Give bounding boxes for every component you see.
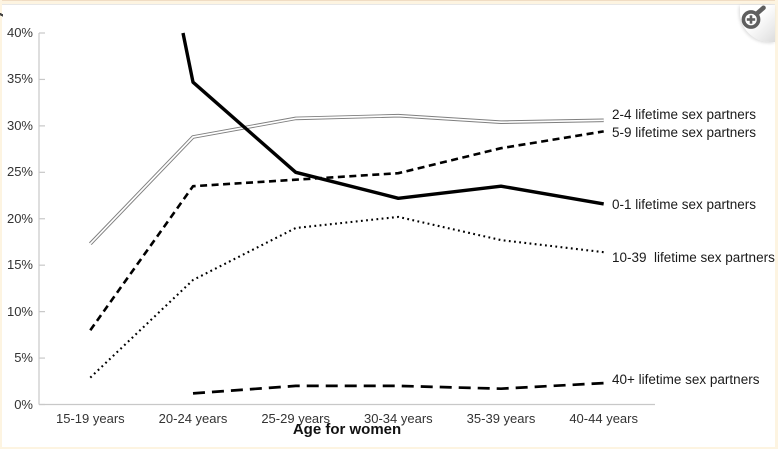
x-tick-label: 20-24 years — [158, 411, 228, 426]
series-label: 10-39 lifetime sex partners — [612, 250, 775, 266]
page-frame-bottom — [0, 447, 778, 449]
series-label: 2-4 lifetime sex partners — [612, 107, 757, 123]
y-tick-label: 30% — [6, 117, 33, 133]
y-tick-label: 10% — [6, 303, 33, 319]
series-line — [181, 32, 604, 206]
x-tick-label: 40-44 years — [569, 411, 638, 426]
y-tick-label: 35% — [6, 71, 33, 87]
series-line-inner — [89, 114, 604, 245]
cropped-glyph-fragment — [0, 11, 3, 20]
y-tick-label: 5% — [14, 350, 33, 366]
x-tick-label: 25-29 years — [261, 411, 330, 426]
y-tick-label: 20% — [6, 210, 33, 226]
page-frame-top — [0, 0, 778, 5]
series-line — [192, 381, 604, 395]
series-line — [89, 113, 604, 246]
page-frame-right — [775, 0, 778, 449]
x-tick-label: 35-39 years — [466, 411, 536, 426]
x-tick-label: 15-19 years — [56, 411, 125, 426]
y-tick-label: 40% — [6, 25, 33, 40]
x-tick-label: 30-34 years — [364, 411, 433, 426]
series-line — [89, 215, 604, 379]
x-axis-title: Age for women — [292, 421, 402, 438]
zoom-button[interactable] — [740, 5, 775, 42]
page-frame-left — [0, 0, 2, 449]
y-tick-label: 25% — [6, 164, 33, 180]
y-tick-label: 0% — [14, 396, 33, 412]
series-label: 0-1 lifetime sex partners — [612, 196, 757, 212]
y-tick-label: 15% — [6, 257, 33, 273]
series-label: 40+ lifetime sex partners — [612, 372, 760, 388]
series-label: 5-9 lifetime sex partners — [612, 125, 757, 141]
magnifier-plus-icon — [741, 5, 766, 29]
